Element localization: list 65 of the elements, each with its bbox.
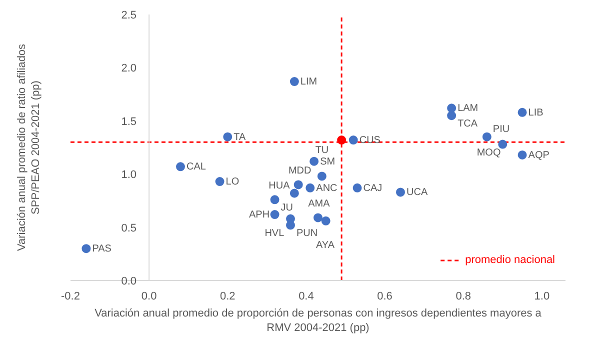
annotation: CAJ: [363, 182, 382, 194]
point: [447, 111, 456, 120]
x-tick-label: 0.4: [298, 290, 314, 302]
legend-label: promedio nacional: [465, 254, 555, 266]
point: [518, 150, 527, 160]
annotation: TU: [315, 145, 329, 156]
point: [498, 140, 508, 149]
point: [290, 188, 299, 198]
annotation: HVL: [264, 228, 285, 240]
y-tick-label: 1.0: [121, 169, 137, 182]
point: [215, 177, 224, 186]
annotation: SM: [320, 156, 336, 168]
point: [518, 108, 527, 117]
annotation: LO: [226, 176, 240, 188]
point: [294, 180, 303, 190]
y-tick-label: 0.5: [121, 222, 137, 234]
point: [321, 216, 330, 226]
annotation: TCA: [458, 118, 478, 130]
point: [270, 195, 280, 204]
x-tick-label: 1.0: [534, 290, 550, 302]
point: [352, 183, 362, 192]
annotation: TA: [234, 132, 246, 143]
x-tick-label: 0.0: [141, 290, 157, 302]
y-axis-title: Variación anual promedio de ratio afiliados SPP/PEAO 2004-2021 (pp): [16, 43, 42, 252]
y-tick-label: 0.0: [121, 276, 137, 288]
y-tick-label: 2.0: [121, 62, 137, 75]
annotation: ANC: [316, 182, 338, 194]
x-tick-label: 0.8: [456, 290, 472, 302]
annotation: AYA: [316, 240, 335, 251]
annotation: AMA: [308, 198, 330, 210]
x-tick-label: 0.2: [220, 290, 236, 302]
annotation: LIM: [300, 76, 318, 88]
x-tick-label: 0.6: [377, 290, 392, 302]
annotation: AQP: [528, 150, 550, 161]
point: [82, 244, 91, 254]
annotation: MOQ: [476, 147, 501, 158]
point: [447, 104, 456, 113]
point: [337, 136, 346, 145]
annotation: MDD: [288, 166, 312, 177]
annotation: JU: [280, 202, 294, 214]
point: [176, 162, 185, 172]
annotation: CUS: [359, 135, 381, 146]
annotation: LIB: [528, 107, 544, 118]
x-tick-label: -0.2: [61, 290, 80, 302]
point: [310, 156, 319, 166]
point: [317, 172, 326, 181]
annotation: CAL: [186, 162, 206, 173]
x-axis-title: Variación anual promedio de proporción de personas con ingresos dependientes mayores a RMV 2004-2021 (pp): [94, 308, 542, 334]
point: [290, 77, 299, 86]
point: [306, 183, 315, 192]
annotation: PAS: [92, 244, 112, 255]
point: [223, 132, 232, 142]
point: [270, 210, 280, 220]
y-tick-label: 1.5: [121, 116, 137, 128]
annotation: UCA: [406, 187, 428, 198]
annotation: PUN: [296, 228, 318, 239]
annotation: PIU: [492, 124, 510, 135]
annotation: LAM: [458, 103, 478, 114]
annotation: APH: [248, 210, 270, 221]
point: [314, 213, 322, 222]
annotation: HUA: [268, 180, 290, 192]
point: [396, 188, 405, 197]
y-tick-label: 2.5: [121, 10, 137, 22]
point: [348, 136, 358, 145]
point: [482, 132, 492, 142]
